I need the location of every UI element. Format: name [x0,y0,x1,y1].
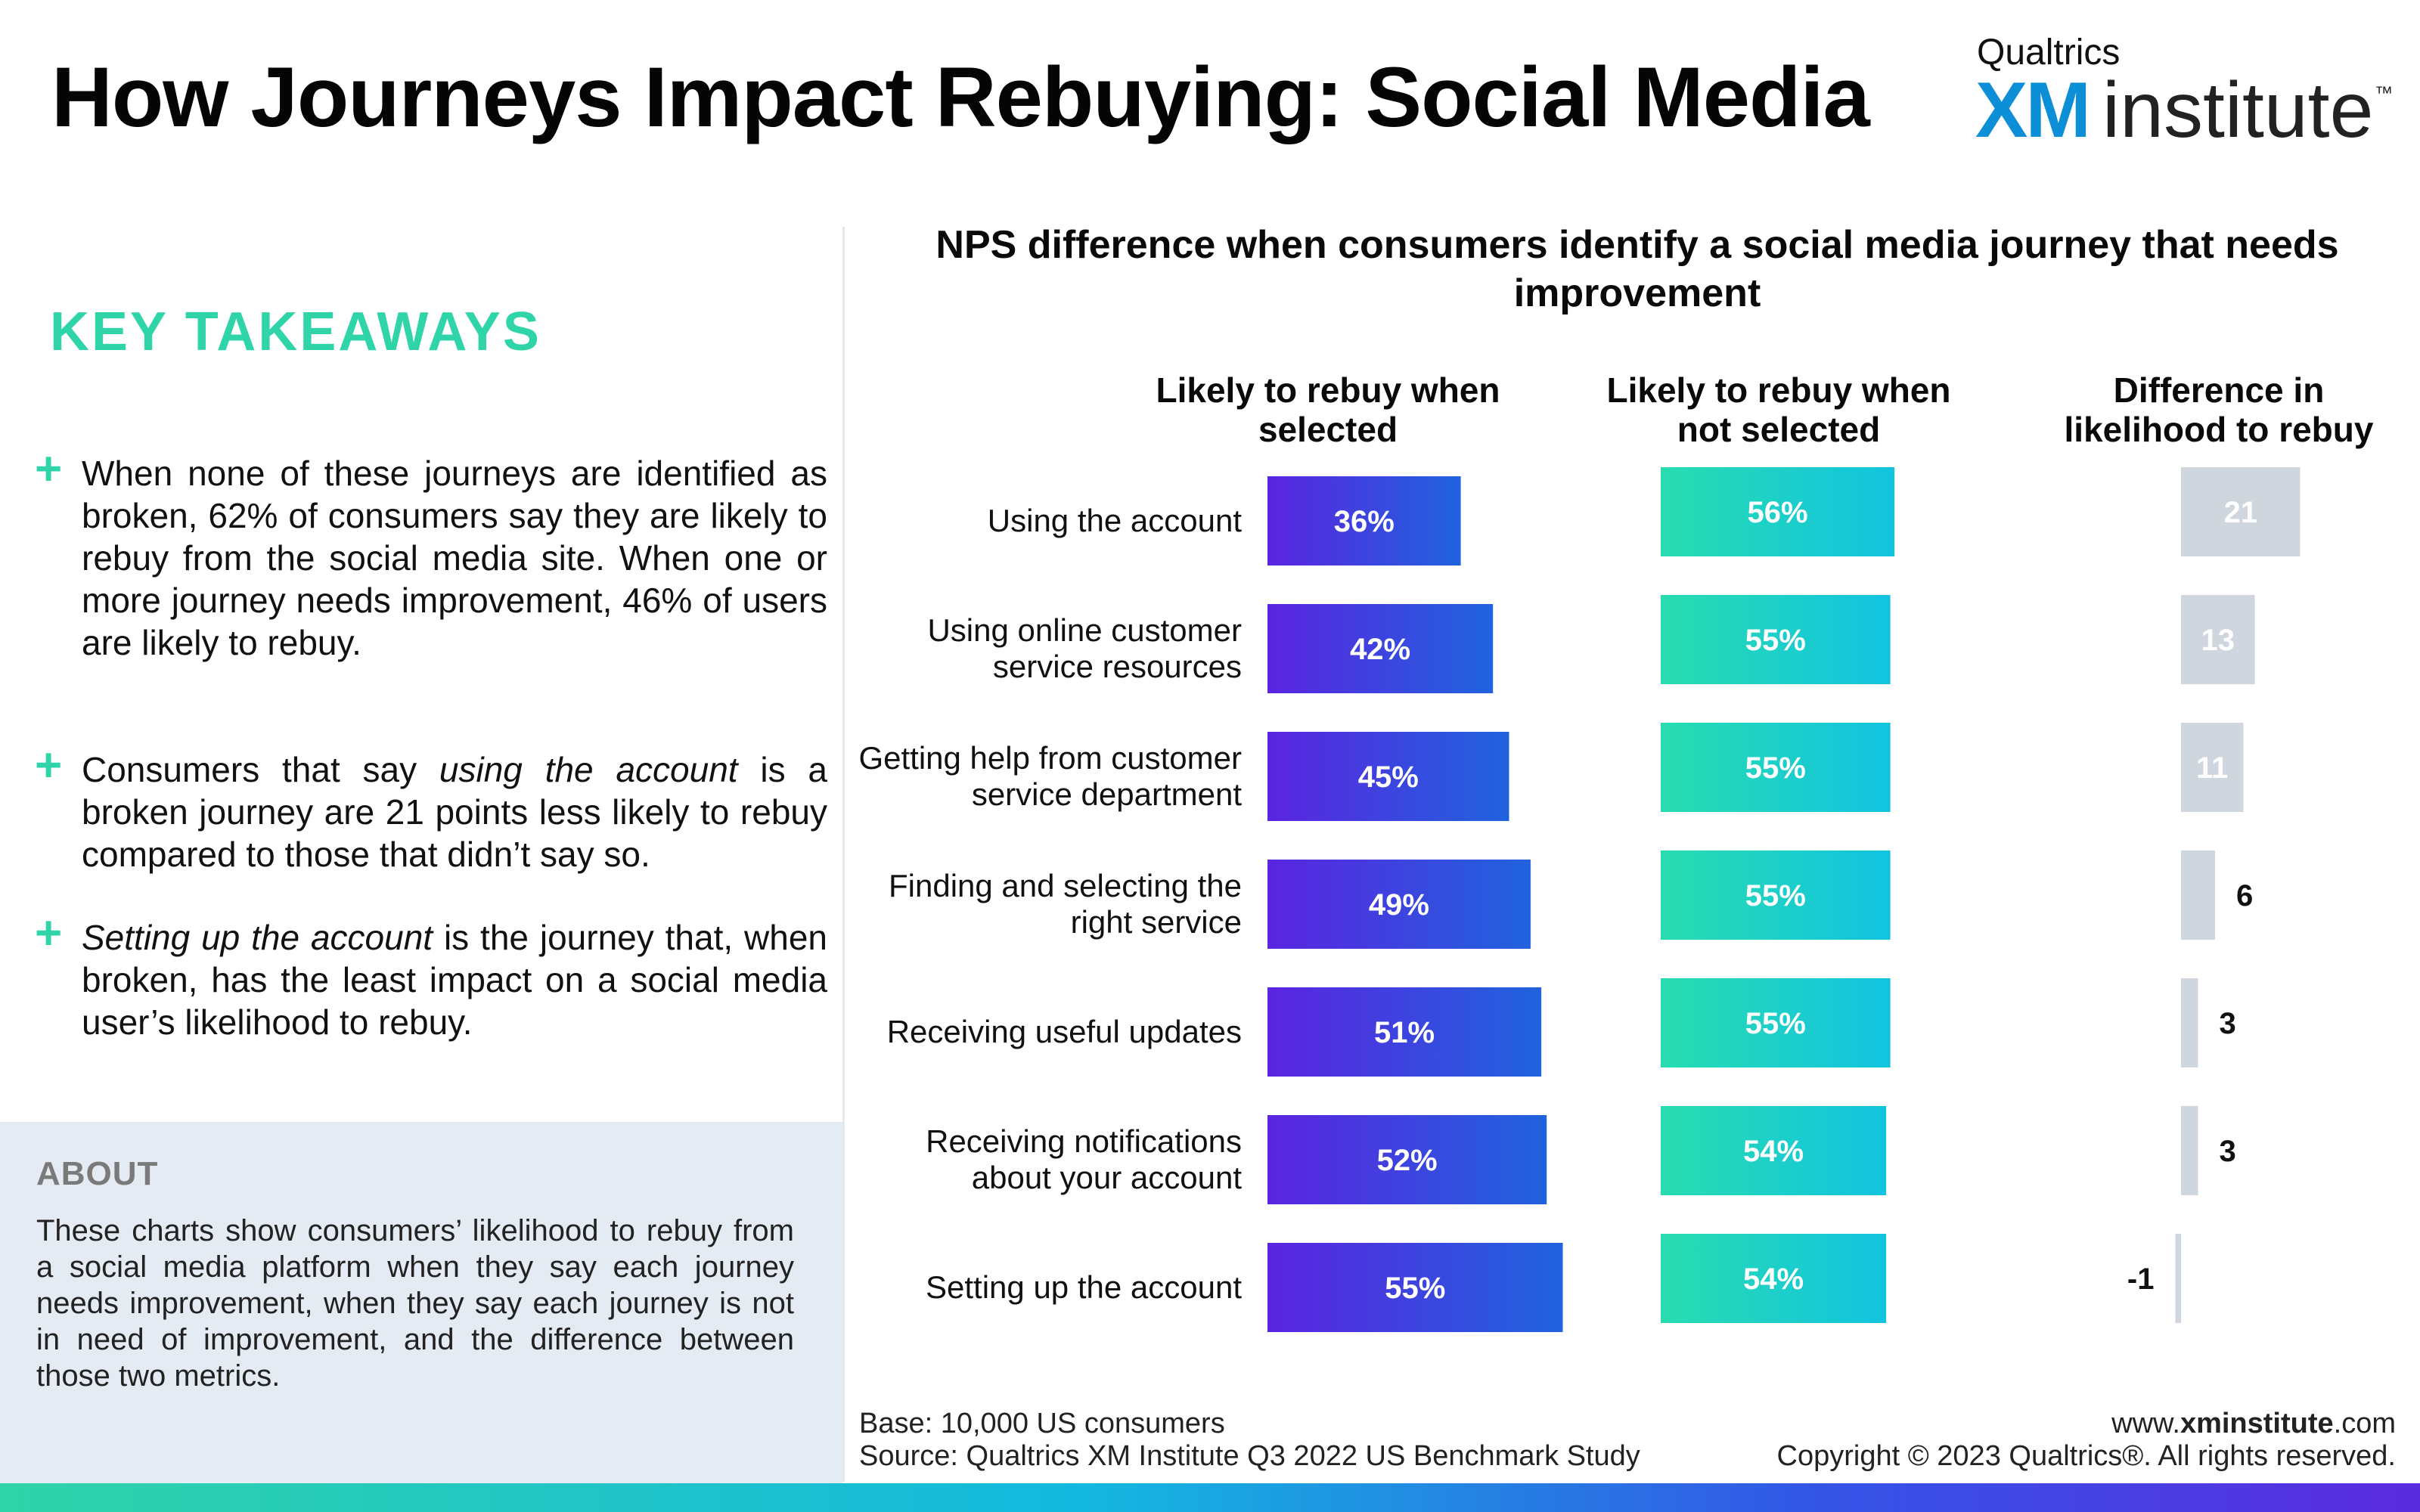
bar-not-selected [1661,1106,1887,1195]
bar-selected [1267,1243,1563,1332]
about-text: These charts show consumers’ likelihood … [36,1214,794,1393]
category-label: Finding and selecting the [889,868,1242,903]
url-domain: xminstitute [2180,1408,2334,1439]
logo-xm: XM [1975,67,2091,154]
takeaway-text: When none of these journeys are identifi… [82,454,827,662]
url-suffix: .com [2333,1408,2396,1439]
about-heading: ABOUT [36,1155,159,1192]
bar-selected-label: 45% [1358,761,1419,794]
bar-difference-label: 21 [2224,496,2258,529]
category-label: right service [1071,904,1242,940]
plus-icon: + [35,443,63,495]
category-label: Getting help from customer [858,740,1242,776]
bar-not-selected-label: 54% [1743,1135,1804,1168]
category-label: Receiving useful updates [887,1014,1242,1049]
category-label: about your account [972,1160,1243,1195]
bar-difference-label: -1 [2127,1263,2155,1296]
category-label: Using the account [988,503,1243,538]
logo-institute: institute [2102,67,2374,154]
bar-selected [1267,604,1494,693]
category-label: service resources [993,649,1242,684]
bar-difference [2181,723,2244,812]
column-header: Difference in [2114,370,2325,410]
logo-brand: Qualtrics [1977,33,2121,73]
bar-difference [2181,850,2215,940]
category-label: service department [972,776,1242,812]
bar-difference [2181,978,2198,1067]
logo-trademark: ™ [2375,83,2393,104]
category-label: Receiving notifications [926,1123,1242,1159]
bar-selected [1267,987,1542,1077]
bar-selected-label: 55% [1385,1272,1445,1305]
website-link[interactable]: www.xminstitute.com [1777,1408,2396,1440]
bar-not-selected [1661,978,1891,1067]
bar-not-selected-label: 55% [1745,1007,1806,1040]
bar-selected-label: 51% [1374,1016,1435,1049]
column-header: likelihood to rebuy [2065,410,2374,449]
bar-not-selected [1661,850,1891,940]
bar-not-selected-label: 55% [1745,624,1806,657]
takeaway-text: Consumers that say using the account is … [82,750,827,874]
bar-not-selected-label: 56% [1748,496,1808,529]
bar-difference-label: 3 [2220,1007,2236,1040]
bar-difference-label: 3 [2220,1135,2236,1168]
bar-selected-label: 36% [1334,505,1395,538]
takeaway-text: Setting up the account is the journey th… [82,918,827,1042]
bar-selected-label: 49% [1369,888,1429,922]
bar-not-selected [1661,595,1891,684]
about-panel [0,1122,842,1485]
bar-difference-label: 6 [2236,879,2253,912]
bar-difference [2181,467,2301,556]
bar-selected [1267,476,1461,565]
column-header: not selected [1677,410,1880,449]
plus-icon: + [35,739,63,792]
base-note: Base: 10,000 US consumers [859,1408,1225,1439]
bar-selected-label: 52% [1377,1144,1438,1177]
bar-selected [1267,732,1509,821]
bar-not-selected [1661,467,1895,556]
source-note: Source: Qualtrics XM Institute Q3 2022 U… [859,1440,1640,1472]
qualtrics-xm-institute-logo: Qualtrics XM institute ™ [1975,30,2399,154]
bar-selected [1267,860,1531,949]
column-header: Likely to rebuy when [1156,370,1500,410]
bar-not-selected [1661,723,1891,812]
bar-difference [2175,1234,2181,1323]
footer-rights: www.xminstitute.com Copyright © 2023 Qua… [1777,1408,2396,1473]
bar-difference [2181,1106,2198,1195]
vertical-divider [842,227,845,1482]
column-header: selected [1258,410,1398,449]
bar-not-selected-label: 55% [1745,879,1806,912]
column-header: Likely to rebuy when [1607,370,1951,410]
chart-title: NPS difference when consumers identify a… [935,223,2339,315]
bar-not-selected [1661,1234,1887,1323]
page-title: How Journeys Impact Rebuying: Social Med… [51,50,1870,144]
bottom-gradient-band [0,1483,2420,1512]
bar-not-selected-label: 54% [1743,1263,1804,1296]
bar-selected-label: 42% [1350,633,1410,666]
bar-difference-label: 11 [2196,751,2228,785]
copyright-note: Copyright © 2023 Qualtrics®. All rights … [1776,1440,2396,1472]
category-label: Using online customer [927,612,1242,648]
bar-difference-label: 13 [2201,624,2235,657]
url-prefix: www. [2111,1408,2180,1439]
bar-selected [1267,1115,1547,1204]
key-takeaways-heading: KEY TAKEAWAYS [50,302,541,362]
plus-icon: + [35,907,63,959]
footer-base: Base: 10,000 US consumers Source: Qualtr… [859,1408,1640,1473]
category-label: Setting up the account [926,1269,1242,1305]
bar-not-selected-label: 55% [1745,751,1806,785]
bar-difference [2181,595,2255,684]
